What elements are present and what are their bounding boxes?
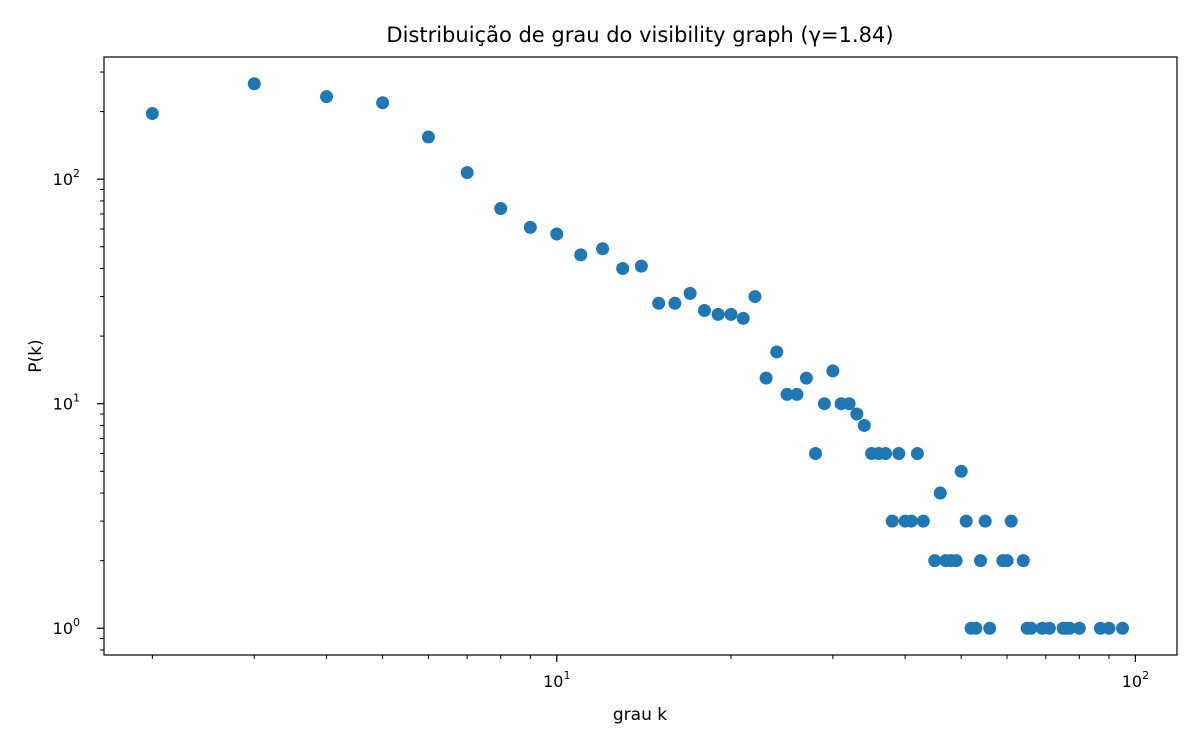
data-point — [711, 307, 725, 321]
data-point — [668, 296, 682, 310]
data-point — [574, 248, 588, 262]
data-point — [616, 262, 630, 276]
x-axis-title: grau k — [613, 705, 667, 725]
data-point — [933, 486, 947, 500]
data-point — [550, 227, 564, 241]
data-point — [928, 554, 942, 568]
data-point — [596, 242, 610, 256]
y-axis-title: P(k) — [26, 339, 46, 372]
y-axis-ticks: 100 101 102 — [53, 71, 104, 651]
data-point — [817, 397, 831, 411]
data-point — [748, 290, 762, 304]
data-point — [799, 371, 813, 385]
x-axis-ticks: 101 102 — [151, 655, 1149, 691]
data-point — [1102, 621, 1116, 635]
data-point — [683, 286, 697, 300]
chart-title: Distribuição de grau do visibility graph… — [386, 23, 893, 47]
data-point — [850, 407, 864, 421]
plot-frame — [103, 56, 1178, 656]
data-point — [1063, 621, 1077, 635]
data-point — [247, 77, 261, 91]
data-point — [983, 621, 997, 635]
data-point — [145, 107, 159, 121]
data-point — [770, 345, 784, 359]
y-tick-label: 102 — [53, 167, 80, 189]
x-tick-label: 102 — [1122, 669, 1149, 691]
data-point — [494, 202, 508, 216]
data-point — [842, 397, 856, 411]
data-point — [724, 307, 738, 321]
data-point — [460, 166, 474, 180]
data-point — [421, 130, 435, 144]
data-point — [320, 90, 334, 104]
data-point — [376, 96, 390, 110]
data-point — [974, 554, 988, 568]
data-point — [759, 371, 773, 385]
data-point — [790, 387, 804, 401]
data-point — [809, 447, 823, 461]
data-point — [780, 387, 794, 401]
data-point — [954, 464, 968, 478]
data-point — [916, 514, 930, 528]
data-point — [1116, 621, 1130, 635]
data-point — [969, 621, 983, 635]
x-tick-label: 101 — [543, 669, 570, 691]
data-point — [978, 514, 992, 528]
data-point — [949, 554, 963, 568]
data-point — [885, 514, 899, 528]
data-point — [736, 311, 750, 325]
data-point — [910, 447, 924, 461]
data-point — [1072, 621, 1086, 635]
data-point — [1004, 514, 1018, 528]
data-point — [892, 447, 906, 461]
data-point — [1042, 621, 1056, 635]
data-point — [697, 304, 711, 318]
data-point — [652, 296, 666, 310]
data-point — [1024, 621, 1038, 635]
data-point — [634, 259, 648, 273]
y-tick-label: 101 — [53, 392, 80, 414]
data-point — [826, 364, 840, 378]
data-point — [879, 447, 893, 461]
y-tick-label: 100 — [53, 616, 80, 638]
plot-marks — [145, 77, 1130, 635]
data-point — [857, 418, 871, 432]
data-point — [1016, 554, 1030, 568]
data-point — [1000, 554, 1014, 568]
data-point — [959, 514, 973, 528]
data-point — [523, 220, 537, 234]
data-point — [904, 514, 918, 528]
